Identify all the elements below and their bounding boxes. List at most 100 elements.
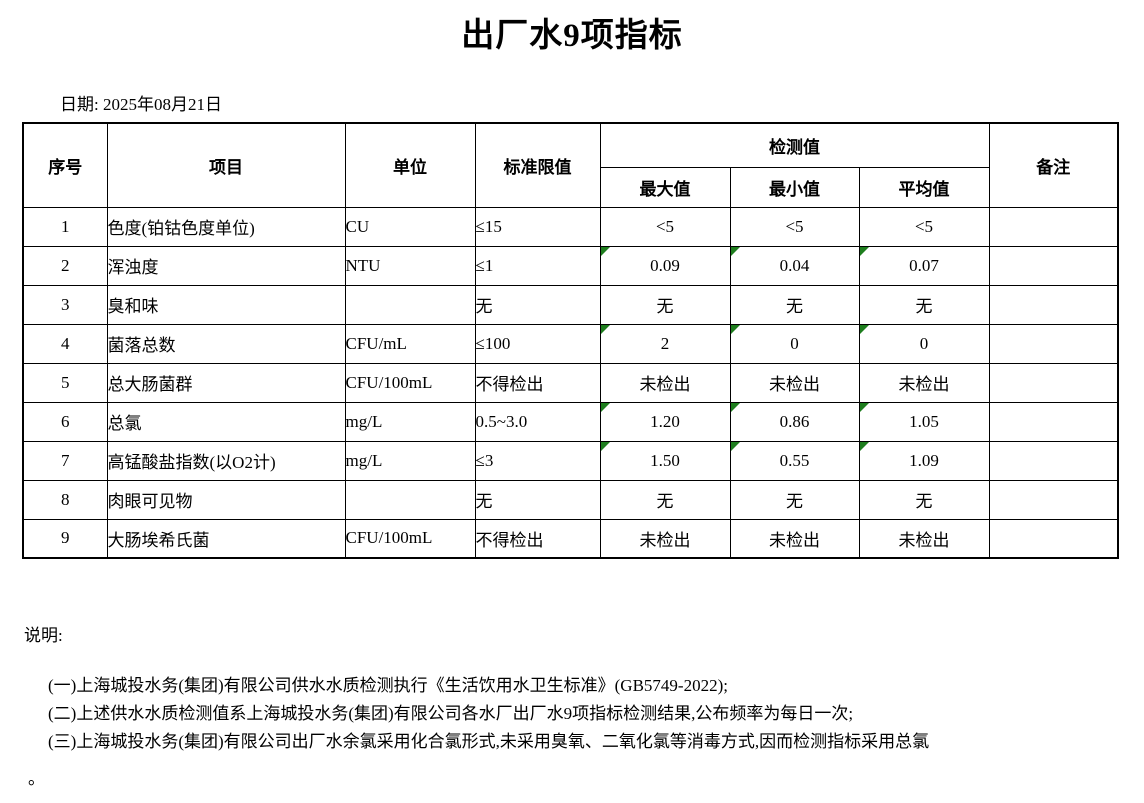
- cell-max: 1.20: [599, 401, 731, 442]
- cell-min: 0: [729, 323, 860, 364]
- cell-seq: 3: [22, 284, 108, 325]
- page-title: 出厂水9项指标: [461, 18, 683, 54]
- cell-limit: 无: [474, 284, 601, 325]
- cell-limit: ≤100: [474, 323, 601, 364]
- header-detection: 检测值: [599, 122, 990, 168]
- cell-unit: CFU/mL: [344, 323, 476, 364]
- cell-min: 无: [729, 479, 860, 520]
- table-header: 序号 项目 单位 标准限值 检测值 备注 最大值 最小值 平均值: [22, 122, 1119, 208]
- cell-limit: 不得检出: [474, 518, 601, 559]
- cell-remark: [988, 323, 1119, 364]
- cell-limit: 无: [474, 479, 601, 520]
- cell-seq: 8: [22, 479, 108, 520]
- cell-seq: 4: [22, 323, 108, 364]
- header-row-sub: 最大值 最小值 平均值: [23, 166, 1118, 208]
- header-seq: 序号: [22, 122, 108, 208]
- cell-unit: CFU/100mL: [344, 518, 476, 559]
- cell-avg: 未检出: [858, 362, 990, 403]
- cell-limit: ≤3: [474, 440, 601, 481]
- cell-avg: 1.05: [858, 401, 990, 442]
- cell-max: <5: [599, 206, 731, 247]
- cell-min: 0.86: [729, 401, 860, 442]
- table-row: 7 高锰酸盐指数(以O2计) mg/L ≤3 1.50 0.55 1.09: [22, 440, 1119, 481]
- cell-min: 未检出: [729, 362, 860, 403]
- cell-max: 2: [599, 323, 731, 364]
- cell-remark: [988, 206, 1119, 247]
- cell-unit: mg/L: [344, 401, 476, 442]
- table-row: 8 肉眼可见物无无无无: [22, 479, 1119, 520]
- cell-unit: mg/L: [344, 440, 476, 481]
- cell-min: 未检出: [729, 518, 860, 559]
- cell-seq: 9: [22, 518, 108, 559]
- cell-avg: <5: [858, 206, 990, 247]
- cell-unit: [344, 479, 476, 520]
- cell-item: 臭和味: [106, 284, 346, 325]
- cell-seq: 1: [22, 206, 108, 247]
- cell-limit: 0.5~3.0: [474, 401, 601, 442]
- header-avg: 平均值: [858, 166, 990, 208]
- cell-remark: [988, 362, 1119, 403]
- cell-seq: 7: [22, 440, 108, 481]
- cell-max: 0.09: [599, 245, 731, 286]
- cell-seq: 6: [22, 401, 108, 442]
- cell-item: 大肠埃希氏菌: [106, 518, 346, 559]
- header-remark: 备注: [988, 122, 1119, 208]
- header-min: 最小值: [729, 166, 860, 208]
- cell-min: 0.55: [729, 440, 860, 481]
- cell-min: 0.04: [729, 245, 860, 286]
- header-unit: 单位: [344, 122, 476, 208]
- cell-max: 1.50: [599, 440, 731, 481]
- cell-item: 菌落总数: [106, 323, 346, 364]
- cell-max: 无: [599, 284, 731, 325]
- notes-heading: 说明:: [24, 626, 63, 645]
- cell-min: 无: [729, 284, 860, 325]
- cell-item: 高锰酸盐指数(以O2计): [106, 440, 346, 481]
- cell-limit: ≤15: [474, 206, 601, 247]
- cell-limit: 不得检出: [474, 362, 601, 403]
- note-line-3: (三)上海城投水务(集团)有限公司出厂水余氯采用化合氯形式,未采用臭氧、二氧化氯…: [48, 732, 930, 751]
- header-max: 最大值: [599, 166, 731, 208]
- cell-item: 肉眼可见物: [106, 479, 346, 520]
- header-item: 项目: [106, 122, 346, 208]
- cell-remark: [988, 440, 1119, 481]
- cell-avg: 无: [858, 284, 990, 325]
- cell-item: 色度(铂钴色度单位): [106, 206, 346, 247]
- cell-remark: [988, 518, 1119, 559]
- cell-seq: 5: [22, 362, 108, 403]
- cell-unit: CU: [344, 206, 476, 247]
- cell-remark: [988, 401, 1119, 442]
- cell-max: 未检出: [599, 362, 731, 403]
- note-trailing-period: 。: [28, 769, 45, 788]
- cell-avg: 1.09: [858, 440, 990, 481]
- cell-avg: 0: [858, 323, 990, 364]
- cell-remark: [988, 284, 1119, 325]
- table-row: 1 色度(铂钴色度单位) CU ≤15 <5 <5 <5: [22, 206, 1119, 247]
- cell-seq: 2: [22, 245, 108, 286]
- cell-unit: NTU: [344, 245, 476, 286]
- report-date: 日期: 2025年08月21日: [60, 95, 222, 114]
- table-row: 5 总大肠菌群 CFU/100mL 不得检出 未检出 未检出 未检出: [22, 362, 1119, 403]
- table-row: 6 总氯 mg/L 0.5~3.0 1.20 0.86 1.05: [22, 401, 1119, 442]
- cell-avg: 0.07: [858, 245, 990, 286]
- header-limit: 标准限值: [474, 122, 601, 208]
- note-line-2: (二)上述供水水质检测值系上海城投水务(集团)有限公司各水厂出厂水9项指标检测结…: [48, 704, 854, 723]
- cell-avg: 无: [858, 479, 990, 520]
- table-row: 2 浑浊度 NTU ≤1 0.09 0.04 0.07: [22, 245, 1119, 286]
- cell-item: 总大肠菌群: [106, 362, 346, 403]
- note-line-1: (一)上海城投水务(集团)有限公司供水水质检测执行《生活饮用水卫生标准》(GB5…: [48, 676, 728, 695]
- cell-max: 未检出: [599, 518, 731, 559]
- table-row: 9 大肠埃希氏菌 CFU/100mL 不得检出 未检出 未检出 未检出: [22, 518, 1119, 559]
- cell-max: 无: [599, 479, 731, 520]
- cell-item: 总氯: [106, 401, 346, 442]
- table-row: 4 菌落总数 CFU/mL ≤100 2 0 0: [22, 323, 1119, 364]
- table-row: 3 臭和味无无无无: [22, 284, 1119, 325]
- cell-remark: [988, 245, 1119, 286]
- indicators-table: 序号 项目 单位 标准限值 检测值 备注 最大值 最小值 平均值 1 色度(铂钴色…: [22, 122, 1120, 559]
- cell-unit: CFU/100mL: [344, 362, 476, 403]
- table-body: 1 色度(铂钴色度单位) CU ≤15 <5 <5 <5 2 浑浊度 NTU ≤1 0.09 0.04 0…: [22, 206, 1119, 559]
- cell-min: <5: [729, 206, 860, 247]
- cell-item: 浑浊度: [106, 245, 346, 286]
- cell-avg: 未检出: [858, 518, 990, 559]
- cell-unit: [344, 284, 476, 325]
